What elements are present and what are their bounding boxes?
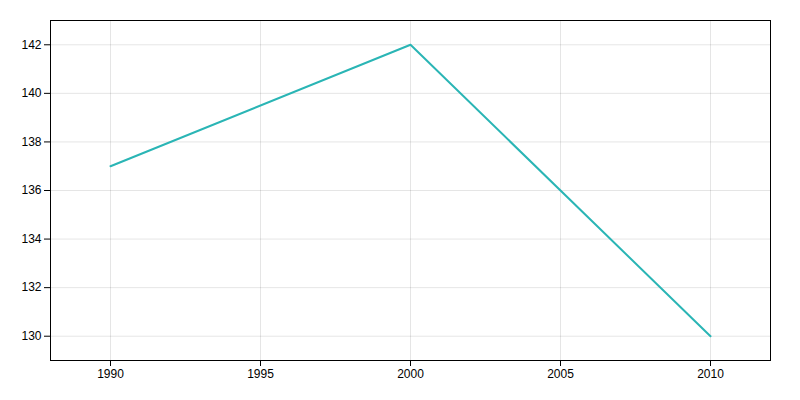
svg-text:1990: 1990 bbox=[97, 367, 124, 381]
svg-text:136: 136 bbox=[21, 183, 41, 197]
svg-text:134: 134 bbox=[21, 232, 41, 246]
svg-text:138: 138 bbox=[21, 135, 41, 149]
svg-text:2000: 2000 bbox=[397, 367, 424, 381]
svg-text:2005: 2005 bbox=[547, 367, 574, 381]
svg-text:130: 130 bbox=[21, 329, 41, 343]
svg-text:132: 132 bbox=[21, 280, 41, 294]
svg-text:2010: 2010 bbox=[697, 367, 724, 381]
svg-text:142: 142 bbox=[21, 38, 41, 52]
svg-text:1995: 1995 bbox=[247, 367, 274, 381]
svg-text:140: 140 bbox=[21, 86, 41, 100]
